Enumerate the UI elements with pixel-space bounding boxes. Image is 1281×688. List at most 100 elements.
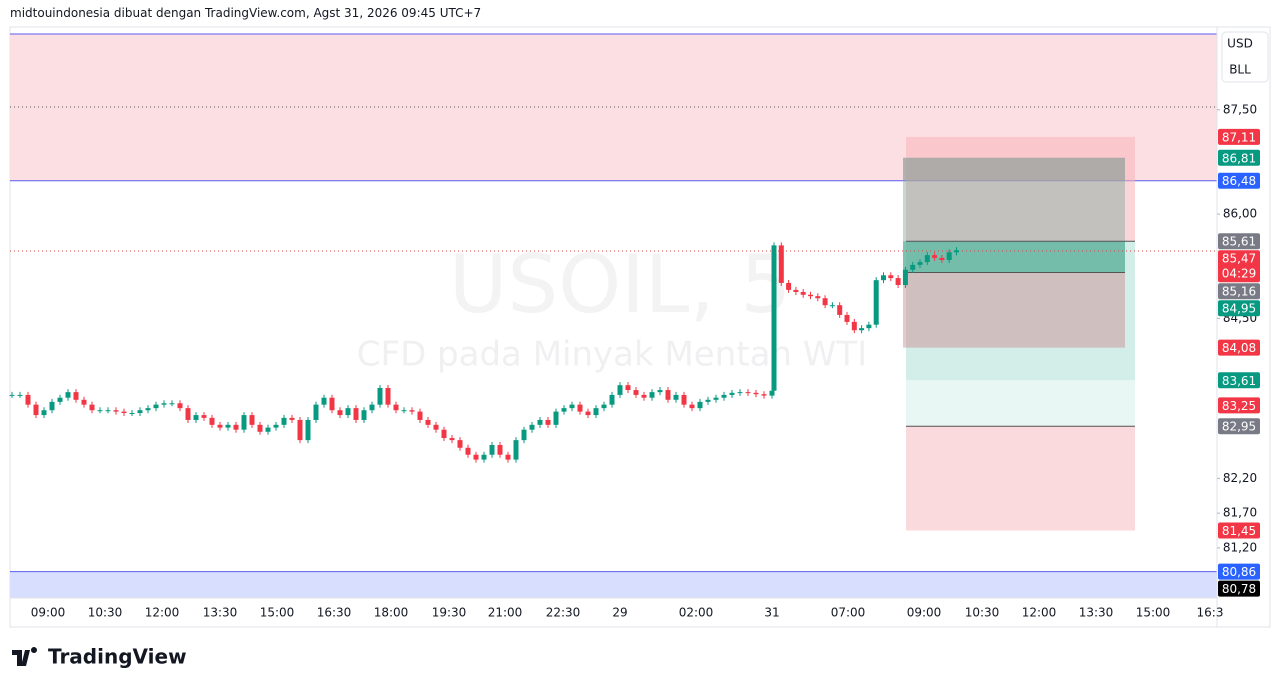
toolbar[interactable] xyxy=(1221,31,1269,83)
candle-body xyxy=(681,394,687,405)
candle-body xyxy=(721,394,727,398)
candle-body xyxy=(932,255,938,258)
candle-body xyxy=(265,427,271,432)
candle-body xyxy=(137,410,143,413)
price-label-text: 86,81 xyxy=(1222,151,1256,165)
demand-zone xyxy=(10,571,1217,598)
position-profit xyxy=(906,241,1135,381)
candle-body xyxy=(545,419,551,425)
candle-body xyxy=(786,282,792,290)
logo-icon xyxy=(12,647,37,666)
candle-body xyxy=(489,444,495,455)
price-label-text: 80,78 xyxy=(1222,582,1256,596)
x-tick-label: 13:30 xyxy=(1079,606,1114,620)
price-label xyxy=(1218,172,1260,189)
price-label xyxy=(1218,128,1260,145)
candle-body xyxy=(917,262,923,265)
candle-body xyxy=(601,404,607,409)
candle-body xyxy=(121,411,127,413)
candle-body xyxy=(297,419,303,441)
candle-body xyxy=(25,394,31,405)
x-tick-label: 09:00 xyxy=(907,606,942,620)
candle-body xyxy=(737,392,743,394)
candle-body xyxy=(57,397,63,402)
candle-body xyxy=(866,324,872,329)
candle-body xyxy=(924,255,930,263)
candle-body xyxy=(329,397,335,411)
candle-body xyxy=(769,390,775,396)
watermark-description: CFD pada Minyak Mentah WTI xyxy=(357,335,867,375)
x-tick-label: 19:30 xyxy=(432,606,467,620)
candle-body xyxy=(537,419,543,425)
supply-zone xyxy=(10,34,1217,181)
candle-body xyxy=(529,424,535,430)
candle-body xyxy=(553,411,559,425)
candle-body xyxy=(705,399,711,402)
candle-body xyxy=(771,245,777,391)
chart-frame xyxy=(9,26,1271,628)
candle-body xyxy=(201,415,207,418)
candle-body xyxy=(873,280,879,325)
candle-body xyxy=(185,408,191,420)
candle-body xyxy=(497,444,503,455)
candle-body xyxy=(193,415,199,420)
candle-body xyxy=(409,410,415,412)
candle-body xyxy=(888,275,894,279)
candle-body xyxy=(145,408,151,411)
candle-body xyxy=(844,314,850,322)
candle-body xyxy=(859,328,865,331)
price-label xyxy=(1218,283,1260,300)
price-label-text: 86,48 xyxy=(1222,174,1256,188)
candle-body xyxy=(585,411,591,416)
candle-body xyxy=(513,440,519,460)
position-entry xyxy=(903,157,1125,181)
candle-body xyxy=(105,410,111,412)
x-tick-label: 15:00 xyxy=(260,606,295,620)
candle-body xyxy=(433,424,439,430)
candle-body xyxy=(657,390,663,393)
candle-body xyxy=(761,394,767,396)
candle-body xyxy=(17,394,23,396)
price-label-text: 85,61 xyxy=(1222,235,1256,249)
candle-body xyxy=(465,447,471,455)
candle-body xyxy=(113,410,119,412)
candle-body xyxy=(241,415,247,430)
position-profit xyxy=(906,380,1135,427)
candle-body xyxy=(577,404,583,412)
position-profit xyxy=(903,157,1125,273)
candle-body xyxy=(9,394,15,396)
toolbar-button[interactable]: USD xyxy=(1227,37,1253,51)
y-tick-label: 87,50 xyxy=(1223,102,1257,116)
candle-body xyxy=(829,305,835,307)
candle-body xyxy=(665,390,671,400)
candle-body xyxy=(361,410,367,420)
candle-body xyxy=(153,404,159,409)
candle-body xyxy=(910,264,916,270)
candle-body xyxy=(851,321,857,331)
candle-body xyxy=(561,408,567,412)
candle-body xyxy=(289,417,295,420)
countdown: 04:29 xyxy=(1222,267,1257,281)
candle-body xyxy=(49,401,55,411)
candle-body xyxy=(89,404,95,411)
price-label-text: 82,95 xyxy=(1222,420,1256,434)
candle-body xyxy=(633,390,639,395)
candle-body xyxy=(249,415,255,425)
candle-body xyxy=(505,454,511,460)
x-tick-label: 21:00 xyxy=(488,606,523,620)
candle-body xyxy=(73,392,79,400)
candle-body xyxy=(233,424,239,430)
price-label xyxy=(1218,300,1260,317)
candle-body xyxy=(177,403,183,409)
toolbar-button[interactable]: BLL xyxy=(1229,63,1251,77)
candle-body xyxy=(753,392,759,395)
price-label-text: 85,47 xyxy=(1222,252,1256,266)
price-label xyxy=(1218,250,1260,283)
candle-body xyxy=(161,403,167,405)
x-tick-label: 10:30 xyxy=(88,606,123,620)
price-label xyxy=(1218,522,1260,539)
position-entry xyxy=(903,241,1125,273)
footer-text: TradingView xyxy=(48,645,187,669)
x-tick-label: 10:30 xyxy=(965,606,1000,620)
candle-body xyxy=(449,438,455,441)
